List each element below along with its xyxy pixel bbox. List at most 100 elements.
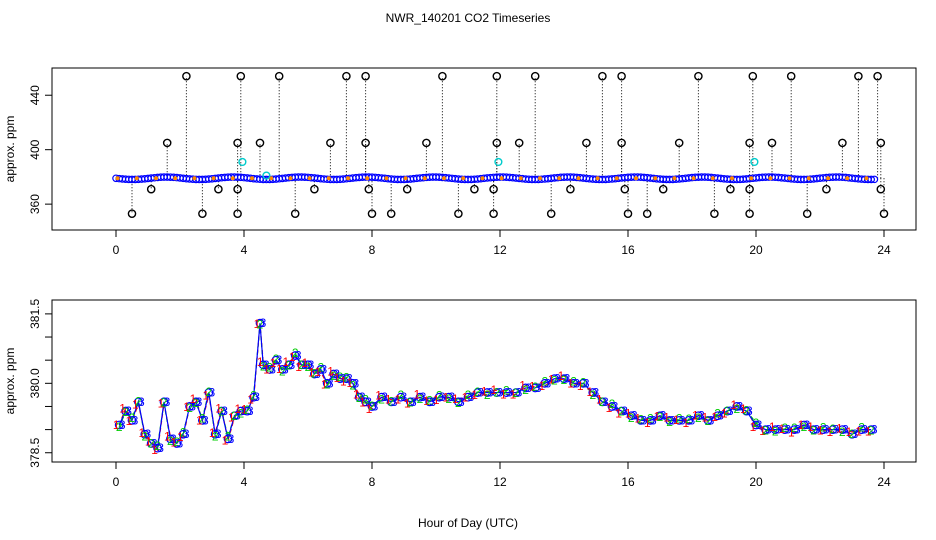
data-point: [159, 397, 169, 407]
series-marker-label: 1: [222, 433, 229, 447]
outlier-point: [617, 71, 626, 81]
series-marker-label: 2: [810, 424, 817, 438]
x-tick-label: 0: [113, 243, 120, 257]
baseline-point: [864, 176, 869, 181]
series-marker-label: 3: [602, 395, 609, 409]
series-marker-label: 3: [842, 423, 849, 437]
series-marker-label: 2: [618, 404, 625, 418]
baseline-point: [173, 176, 178, 181]
series-marker-label: 2: [266, 361, 273, 375]
data-point: [598, 397, 607, 407]
series-marker-label: 2: [129, 411, 136, 425]
baseline-point: [672, 176, 677, 181]
outlier-point: [233, 138, 242, 148]
data-point: [361, 397, 371, 407]
data-point: [185, 402, 195, 411]
series-marker-label: 2: [493, 386, 500, 400]
series-marker-label: 1: [132, 397, 139, 411]
baseline-point: [634, 176, 638, 181]
outlier-point: [127, 209, 137, 218]
series-marker-label: 1: [500, 387, 507, 401]
series-marker-label: 1: [353, 387, 360, 401]
series-marker-label: 1: [215, 402, 222, 416]
data-point: [751, 420, 761, 430]
outlier-point: [214, 184, 223, 194]
outlier-point: [822, 184, 831, 194]
series-marker-label: 1: [548, 372, 555, 386]
outlier-point: [767, 138, 777, 148]
series-marker-label: 2: [532, 380, 539, 394]
series-marker-label: 1: [606, 401, 613, 415]
data-point: [550, 374, 559, 384]
series-marker-label: 2: [647, 411, 654, 425]
data-point: [229, 411, 239, 421]
series-marker-label: 2: [541, 374, 548, 388]
x-tick-label: 16: [621, 475, 635, 489]
series-marker-label: 3: [631, 409, 638, 423]
series-marker-label: 1: [177, 430, 184, 444]
series-marker-label: 3: [544, 376, 551, 390]
series-marker-label: 2: [436, 389, 443, 403]
y-tick-label: 378.5: [28, 437, 42, 467]
outlier-point: [726, 184, 735, 194]
baseline-point: [614, 176, 619, 181]
data-point: [482, 388, 492, 397]
series-marker-label: 1: [423, 394, 430, 408]
data-point: [367, 402, 377, 411]
series-marker-label: 3: [269, 362, 276, 376]
series-marker-label: 2: [141, 430, 148, 444]
series-marker-label: 2: [522, 383, 529, 397]
series-marker-label: 3: [183, 427, 190, 441]
baseline-point: [422, 176, 427, 181]
cyan-point: [238, 157, 247, 167]
data-point: [242, 406, 252, 416]
series-marker-label: 3: [400, 390, 407, 404]
series-marker-label: 2: [279, 365, 286, 379]
series-marker-label: 3: [468, 390, 475, 404]
series-marker-label: 2: [628, 411, 635, 425]
baseline-point: [710, 176, 715, 181]
series-marker-label: 2: [135, 394, 142, 408]
series-marker-label: 3: [439, 390, 446, 404]
data-point: [127, 415, 137, 425]
series-marker-label: 1: [170, 435, 177, 449]
y-axis-label: approx. ppm: [3, 348, 17, 415]
baseline-point: [269, 176, 274, 181]
series-marker-label: 2: [407, 396, 414, 410]
outlier-point: [623, 209, 633, 218]
series-marker-label: 2: [868, 423, 875, 437]
outlier-point: [326, 138, 335, 148]
baseline-point: [211, 176, 216, 181]
series-marker-label: 2: [237, 406, 244, 420]
series-marker-label: 2: [426, 393, 433, 407]
y-tick-label: 360: [28, 194, 42, 214]
series-marker-label: 2: [180, 425, 187, 439]
series-marker-label: 3: [196, 395, 203, 409]
series-marker-label: 1: [692, 408, 699, 422]
data-point: [799, 420, 809, 430]
data-point: [463, 392, 473, 402]
series-marker-label: 1: [196, 414, 203, 428]
data-point: [377, 392, 387, 402]
series-marker-label: 2: [260, 359, 267, 373]
series-marker-label: 3: [170, 432, 177, 446]
series-marker-label: 3: [516, 386, 523, 400]
series-marker-label: 1: [302, 356, 309, 370]
series-marker-label: 3: [365, 395, 372, 409]
outlier-point: [745, 184, 754, 194]
series-marker-label: 3: [813, 423, 820, 437]
series-marker-label: 3: [132, 413, 139, 427]
data-point: [322, 378, 332, 388]
series-marker-label: 1: [404, 396, 411, 410]
series-marker-label: 3: [717, 409, 724, 423]
series-marker-label: 3: [784, 423, 791, 437]
series-marker-label: 2: [199, 411, 206, 425]
series-marker-label: 1: [471, 388, 478, 402]
series-marker-label: 3: [189, 399, 196, 413]
outlier-point: [546, 209, 556, 218]
series-marker-label: 2: [324, 378, 331, 392]
baseline-point: [288, 176, 293, 181]
series-marker-label: 1: [721, 406, 728, 420]
series-marker-label: 1: [644, 416, 651, 430]
